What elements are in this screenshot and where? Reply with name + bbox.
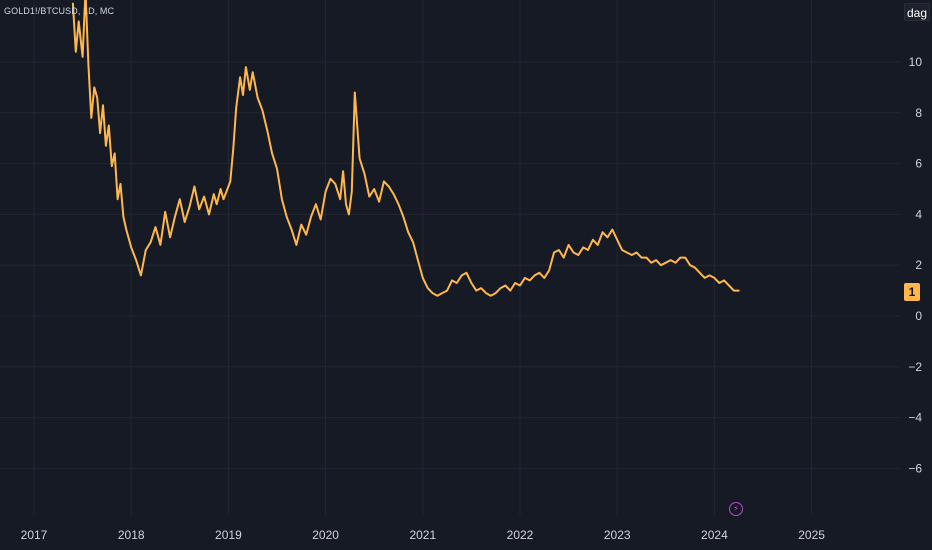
x-tick-label: 2025	[798, 528, 825, 542]
x-tick-label: 2022	[507, 528, 534, 542]
lightning-icon[interactable]: ⚡	[729, 502, 743, 516]
symbol-label: GOLD1!/BTCUSD, 1D, MC	[4, 6, 115, 16]
time-axis[interactable]: 2017 2018 2019 2020 2021 2022 2023 2024 2025	[21, 528, 826, 542]
x-tick-label: 2023	[604, 528, 631, 542]
y-tick-label: 4	[915, 207, 922, 221]
grid-lines	[0, 0, 900, 515]
x-tick-label: 2017	[21, 528, 48, 542]
x-tick-label: 2018	[118, 528, 145, 542]
x-tick-label: 2019	[215, 528, 242, 542]
x-tick-label: 2020	[312, 528, 339, 542]
y-tick-label: 8	[915, 106, 922, 120]
unit-toggle-button[interactable]: dag	[904, 3, 930, 21]
y-tick-label: −4	[908, 411, 922, 425]
series-layer	[71, 0, 740, 297]
y-tick-label: −6	[908, 461, 922, 475]
price-axis[interactable]: 10 8 6 4 2 0 −2 −4 −6	[908, 55, 922, 475]
y-tick-label: 0	[915, 309, 922, 323]
y-tick-label: 10	[909, 55, 923, 69]
x-tick-label: 2021	[409, 528, 436, 542]
series-line	[71, 0, 740, 297]
y-tick-label: 2	[915, 258, 922, 272]
last-price-tag: 1	[904, 283, 920, 301]
y-tick-label: −2	[908, 360, 922, 374]
x-tick-label: 2024	[701, 528, 728, 542]
y-tick-label: 6	[915, 157, 922, 171]
